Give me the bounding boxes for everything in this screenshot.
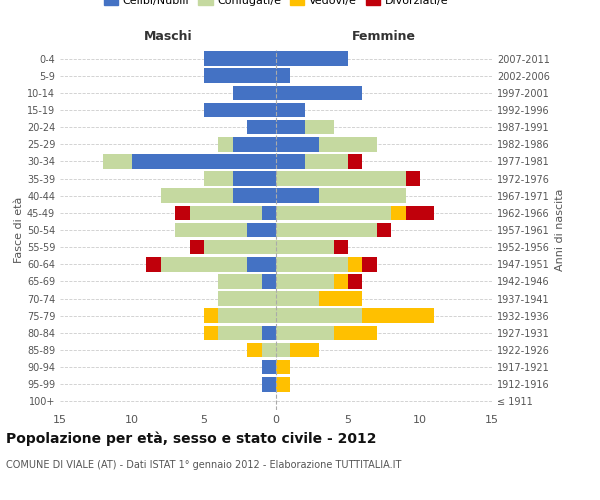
- Bar: [276, 206, 391, 220]
- Bar: [262, 342, 276, 357]
- Bar: [204, 326, 218, 340]
- Bar: [319, 137, 377, 152]
- Text: COMUNE DI VIALE (AT) - Dati ISTAT 1° gennaio 2012 - Elaborazione TUTTITALIA.IT: COMUNE DI VIALE (AT) - Dati ISTAT 1° gen…: [6, 460, 401, 469]
- Bar: [334, 274, 348, 288]
- Bar: [377, 222, 391, 238]
- Bar: [276, 102, 305, 118]
- Bar: [276, 86, 362, 100]
- Bar: [348, 257, 362, 272]
- Bar: [406, 172, 420, 186]
- Bar: [334, 240, 348, 254]
- Bar: [276, 342, 290, 357]
- Bar: [190, 240, 204, 254]
- Bar: [276, 172, 406, 186]
- Text: Maschi: Maschi: [143, 30, 193, 43]
- Y-axis label: Anni di nascita: Anni di nascita: [555, 188, 565, 271]
- Bar: [233, 137, 276, 152]
- Bar: [276, 240, 334, 254]
- Bar: [262, 274, 276, 288]
- Bar: [247, 120, 276, 134]
- Bar: [218, 326, 262, 340]
- Bar: [276, 377, 290, 392]
- Bar: [334, 326, 377, 340]
- Bar: [175, 222, 247, 238]
- Bar: [146, 257, 161, 272]
- Text: Femmine: Femmine: [352, 30, 416, 43]
- Bar: [276, 68, 290, 83]
- Bar: [362, 308, 434, 323]
- Bar: [247, 257, 276, 272]
- Bar: [276, 52, 348, 66]
- Bar: [290, 342, 319, 357]
- Bar: [233, 188, 276, 203]
- Bar: [276, 222, 377, 238]
- Bar: [247, 342, 262, 357]
- Bar: [204, 308, 218, 323]
- Bar: [103, 154, 132, 168]
- Bar: [218, 274, 262, 288]
- Bar: [262, 377, 276, 392]
- Bar: [233, 86, 276, 100]
- Bar: [247, 222, 276, 238]
- Bar: [319, 292, 362, 306]
- Bar: [276, 137, 319, 152]
- Bar: [204, 68, 276, 83]
- Bar: [161, 188, 233, 203]
- Bar: [276, 308, 362, 323]
- Text: Popolazione per età, sesso e stato civile - 2012: Popolazione per età, sesso e stato civil…: [6, 431, 377, 446]
- Bar: [204, 172, 233, 186]
- Bar: [218, 308, 276, 323]
- Bar: [204, 52, 276, 66]
- Bar: [276, 274, 334, 288]
- Legend: Celibi/Nubili, Coniugati/e, Vedovi/e, Divorziati/e: Celibi/Nubili, Coniugati/e, Vedovi/e, Di…: [100, 0, 452, 10]
- Bar: [262, 360, 276, 374]
- Bar: [391, 206, 406, 220]
- Bar: [362, 257, 377, 272]
- Bar: [262, 206, 276, 220]
- Bar: [406, 206, 434, 220]
- Bar: [132, 154, 276, 168]
- Bar: [276, 188, 319, 203]
- Bar: [218, 292, 276, 306]
- Bar: [262, 326, 276, 340]
- Bar: [276, 360, 290, 374]
- Bar: [204, 240, 276, 254]
- Bar: [233, 172, 276, 186]
- Bar: [305, 154, 348, 168]
- Bar: [276, 120, 305, 134]
- Bar: [190, 206, 262, 220]
- Bar: [276, 326, 334, 340]
- Bar: [175, 206, 190, 220]
- Bar: [276, 257, 348, 272]
- Bar: [276, 292, 319, 306]
- Bar: [218, 137, 233, 152]
- Y-axis label: Fasce di età: Fasce di età: [14, 197, 24, 263]
- Bar: [204, 102, 276, 118]
- Bar: [305, 120, 334, 134]
- Bar: [319, 188, 406, 203]
- Bar: [276, 154, 305, 168]
- Bar: [348, 154, 362, 168]
- Bar: [348, 274, 362, 288]
- Bar: [161, 257, 247, 272]
